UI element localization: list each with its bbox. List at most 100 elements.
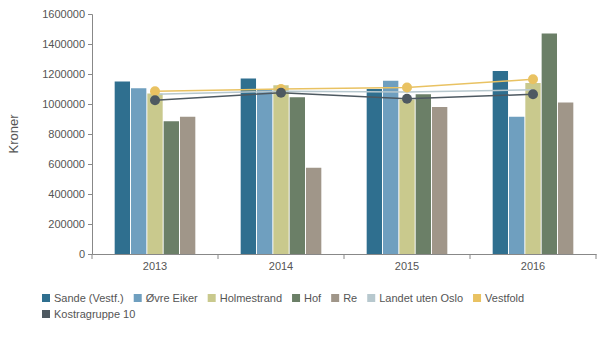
- marker: [528, 89, 538, 99]
- bar: [257, 89, 272, 254]
- y-tick: 400000: [48, 188, 92, 200]
- plot: 0 200000 400000 600000 800000 1000000 1200000 1…: [42, 8, 596, 272]
- x-tick: 2014: [269, 254, 293, 272]
- marker: [150, 95, 160, 105]
- y-tick-label: 1400000: [42, 38, 85, 50]
- y-tick: 1600000: [42, 8, 92, 20]
- line: [155, 93, 533, 101]
- y-tick: 800000: [48, 128, 92, 140]
- bar-series: [147, 83, 540, 254]
- legend-swatch: [208, 294, 216, 302]
- y-tick: 0: [79, 248, 92, 260]
- y-tick: 1200000: [42, 68, 92, 80]
- x-separator: [344, 254, 345, 259]
- bar: [432, 107, 447, 254]
- legend-swatch: [42, 294, 50, 302]
- legend-label: Sande (Vestf.): [54, 292, 124, 304]
- y-tick: 600000: [48, 158, 92, 170]
- x-separator: [218, 254, 219, 259]
- bar: [115, 82, 130, 255]
- bar: [131, 88, 146, 254]
- legend-swatch: [331, 294, 339, 302]
- bar: [147, 94, 162, 255]
- y-tick-label: 0: [79, 248, 85, 260]
- legend-item: Sande (Vestf.): [42, 292, 124, 304]
- marker-series: [150, 74, 538, 96]
- y-tick-label: 200000: [48, 218, 85, 230]
- legend: Sande (Vestf.) Øvre Eiker Holmestrand Hof Re…: [42, 292, 524, 320]
- y-axis-title: Kroner: [6, 114, 21, 154]
- marker: [150, 86, 160, 96]
- marks: [115, 34, 574, 255]
- y-tick-label: 1600000: [42, 8, 85, 20]
- y-tick-mark: [88, 224, 92, 225]
- y-tick-mark: [88, 164, 92, 165]
- bar: [273, 85, 288, 254]
- y-tick-mark: [88, 74, 92, 75]
- y-tick-label: 600000: [48, 158, 85, 170]
- bar: [164, 121, 179, 254]
- marker: [276, 88, 286, 98]
- marker: [402, 83, 412, 93]
- x-axis: 2013 2014 2015 2016: [92, 254, 597, 272]
- legend-label: Hof: [304, 292, 322, 304]
- marker: [528, 74, 538, 84]
- bar-series: [164, 34, 557, 255]
- x-separator: [596, 254, 597, 259]
- x-separator: [470, 254, 471, 259]
- bar: [542, 34, 557, 255]
- x-tick-label: 2013: [143, 260, 167, 272]
- legend-swatch: [42, 310, 50, 318]
- x-tick: 2016: [521, 254, 545, 272]
- x-tick: 2015: [395, 254, 419, 272]
- y-tick-label: 800000: [48, 128, 85, 140]
- legend-swatch: [367, 294, 375, 302]
- legend-item: Holmestrand: [208, 292, 282, 304]
- legend-item: Landet uten Oslo: [367, 292, 463, 304]
- bar: [525, 83, 540, 254]
- bar: [290, 97, 305, 254]
- y-tick-mark: [88, 14, 92, 15]
- x-tick-label: 2014: [269, 260, 293, 272]
- y-tick: 200000: [48, 218, 92, 230]
- y-tick-label: 1200000: [42, 68, 85, 80]
- chart: 0 200000 400000 600000 800000 1000000 1200000 1…: [0, 0, 600, 338]
- x-separator: [92, 254, 93, 259]
- legend-swatch: [473, 294, 481, 302]
- x-tick-label: 2016: [521, 260, 545, 272]
- legend-label: Øvre Eiker: [146, 292, 198, 304]
- legend-item: Re: [331, 292, 357, 304]
- y-tick-label: 1000000: [42, 98, 85, 110]
- legend-item: Hof: [292, 292, 322, 304]
- legend-label: Holmestrand: [220, 292, 282, 304]
- bar: [367, 89, 382, 254]
- bar-series: [180, 103, 573, 255]
- bar: [399, 100, 414, 255]
- legend-label: Landet uten Oslo: [379, 292, 463, 304]
- y-tick-mark: [88, 44, 92, 45]
- y-tick-mark: [88, 134, 92, 135]
- y-tick-label: 400000: [48, 188, 85, 200]
- x-tick-label: 2015: [395, 260, 419, 272]
- y-tick: 1000000: [42, 98, 92, 110]
- y-axis: 0 200000 400000 600000 800000 1000000 1200000 1…: [42, 8, 92, 260]
- line: [155, 79, 533, 91]
- legend-item: Øvre Eiker: [134, 292, 198, 304]
- marker-series: [150, 88, 538, 106]
- y-axis-line: [88, 15, 93, 255]
- y-tick-mark: [88, 104, 92, 105]
- legend-item: Kostragruppe 10: [42, 308, 135, 320]
- bar: [416, 94, 431, 254]
- bar: [383, 81, 398, 254]
- y-tick-mark: [88, 254, 92, 255]
- bar: [180, 117, 195, 254]
- legend-swatch: [134, 294, 142, 302]
- bar-series: [131, 81, 524, 254]
- bar: [558, 103, 573, 255]
- y-tick-mark: [88, 194, 92, 195]
- x-tick: 2013: [143, 254, 167, 272]
- legend-label: Vestfold: [485, 292, 524, 304]
- bar: [241, 79, 256, 255]
- y-tick: 1400000: [42, 38, 92, 50]
- legend-label: Re: [343, 292, 357, 304]
